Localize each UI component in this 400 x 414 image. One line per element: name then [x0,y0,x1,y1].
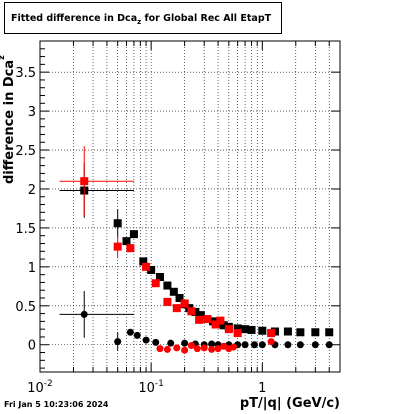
x-tick-label: 10-2 [27,379,53,396]
data-point-circle [208,345,216,353]
data-point-square [191,308,200,317]
data-point-square [180,299,189,308]
data-point-circle [193,345,201,353]
x-tick-label: 10-1 [138,379,164,396]
data-point-square [247,325,256,334]
data-point-circle [114,338,122,346]
data-point-square [296,328,305,337]
y-tick-label: 2.5 [15,144,36,159]
data-point-square [283,327,292,336]
data-point-circle [181,346,189,354]
data-point-square [216,316,225,325]
y-tick-label: 0.5 [15,300,36,315]
data-point-circle [214,345,222,353]
data-point-circle [126,328,134,336]
data-point-circle [311,341,319,349]
y-tick-label: 1 [28,261,36,276]
data-point-square [267,329,276,338]
data-point-circle [173,344,181,352]
data-point-circle [267,338,275,346]
data-point-square [196,311,205,320]
data-point-square [175,294,184,303]
data-point-circle [156,345,164,353]
y-tick-label: 0 [28,339,36,354]
data-point-square [147,265,156,274]
data-point-circle [80,310,88,318]
data-point-square [126,244,135,253]
y-axis-label-subscript: z [0,55,6,60]
data-point-square [219,321,228,330]
data-point-square [211,320,220,329]
data-point-square [163,297,172,306]
data-point-square [241,325,250,334]
data-point-circle [142,336,150,344]
data-point-circle [325,341,333,349]
data-point-square [258,326,267,335]
footer-date: Fri Jan 5 10:23:06 2024 [4,400,109,409]
data-point-square [169,287,178,296]
y-axis-label: difference in Dcaz [0,55,17,184]
data-point-square [80,177,89,186]
chart-title-rest: for Global Rec All EtapT [141,13,272,24]
data-point-square [224,325,233,334]
data-point-square [172,304,181,313]
data-point-circle [167,339,175,347]
data-point-circle [229,343,237,351]
y-tick-label: 3 [28,105,36,120]
data-point-circle [241,341,249,349]
data-point-square [122,237,131,246]
chart-title: Fitted difference in Dcaz for Global Rec… [11,13,272,26]
data-point-square [325,328,334,337]
data-point-square [233,329,242,338]
data-point-square [129,230,138,239]
data-point-circle [296,341,304,349]
data-point-circle [133,331,141,339]
data-point-square [139,257,148,266]
data-marks [59,146,334,354]
data-point-square [311,328,320,337]
data-point-circle [152,338,160,346]
axis-tick-labels: 0 0.5 1 1.5 2 2.5 3 3.5 10-2 10-1 1 [15,66,266,396]
y-axis-label-main: difference in Dca [2,59,17,184]
data-point-square [142,262,151,271]
data-point-circle [187,342,195,350]
data-point-square [151,279,160,288]
x-tick-label: 1 [258,381,266,396]
data-point-circle [258,341,266,349]
chart-title-main: Fitted difference in Dca [11,13,138,24]
data-point-square [233,324,242,333]
data-point-circle [250,341,258,349]
y-tick-label: 1.5 [15,222,36,237]
plot-frame [39,40,341,373]
data-point-square [163,281,172,290]
data-point-circle [208,340,216,348]
data-point-circle [163,345,171,353]
data-point-square [113,242,122,251]
data-point-square [203,315,212,324]
axis-ticks [39,40,341,372]
data-point-circle [200,344,208,352]
data-point-square [195,315,204,324]
chart-title-subscript: z [137,18,142,26]
data-point-circle [181,339,189,347]
data-point-square [155,272,164,281]
grid-lines [40,41,340,372]
y-tick-label: 3.5 [15,66,36,81]
x-axis-label: pT/|q| (GeV/c) [239,396,340,411]
data-point-circle [284,341,292,349]
y-tick-label: 2 [28,183,36,198]
data-point-square [113,219,122,228]
title-box: Fitted difference in Dcaz for Global Rec… [4,2,282,34]
data-point-square [187,307,196,316]
